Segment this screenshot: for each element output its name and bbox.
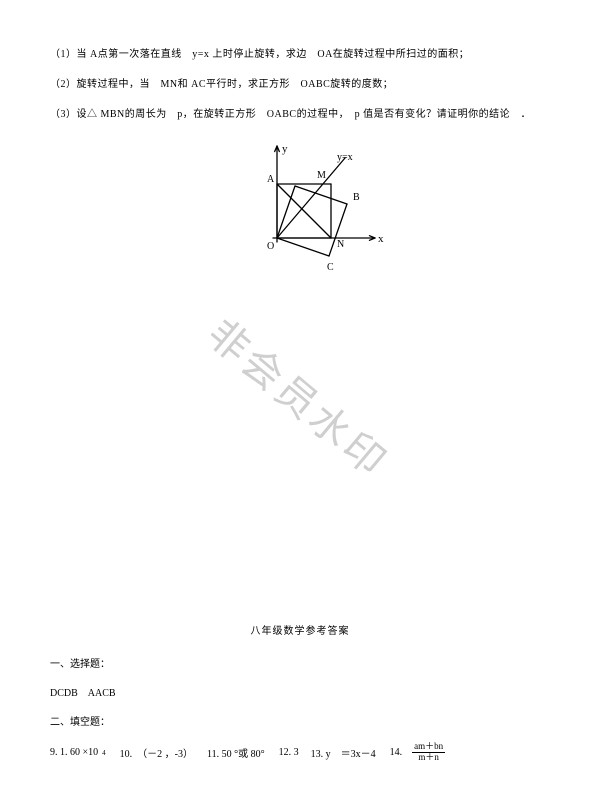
svg-text:O: O <box>267 241 274 252</box>
choice-answers: DCDB AACB <box>50 684 550 699</box>
fill-9: 9. 1. 60 ×10 <box>50 747 98 758</box>
svg-text:y=x: y=x <box>337 152 353 163</box>
fill-14-label: 14. <box>390 747 403 758</box>
fill-answers-row: 9. 1. 60 ×10 4 10. （－2 ，-3） 11. 50 °或 80°… <box>50 742 550 763</box>
fill-12: 12. 3 <box>279 747 299 758</box>
question-1: （1）当 A点第一次落在直线 y=x 上时停止旋转，求边 OA在旋转过程中所扫过… <box>50 48 550 62</box>
svg-text:C: C <box>327 262 334 273</box>
question-2: （2）旋转过程中，当 MN和 AC平行时，求正方形 OABC旋转的度数； <box>50 78 550 92</box>
svg-text:A: A <box>267 174 275 185</box>
fill-10: 10. （－2 ，-3） <box>120 745 193 760</box>
answers-title: 八年级数学参考答案 <box>50 622 550 637</box>
svg-text:B: B <box>353 192 360 203</box>
fill-11: 11. 50 °或 80° <box>207 745 265 760</box>
svg-text:x: x <box>378 233 384 245</box>
svg-text:y: y <box>282 143 288 155</box>
svg-text:M: M <box>317 170 326 181</box>
question-3: （3）设△ MBN的周长为 p，在旋转正方形 OABC的过程中， p 值是否有变… <box>50 108 550 122</box>
section-choice-label: 一、选择题： <box>50 655 550 670</box>
fill-14-denominator: m＋n <box>416 753 441 763</box>
fill-14-fraction: am＋bn m＋n <box>412 742 445 763</box>
section-fill-label: 二、填空题： <box>50 713 550 728</box>
fill-13: 13. y ＝3x－4 <box>311 745 376 760</box>
geometry-figure: x y Oy=x A B C M N <box>50 138 550 293</box>
fill-9-sup: 4 <box>102 749 106 757</box>
svg-text:N: N <box>337 239 344 250</box>
answer-key: 八年级数学参考答案 一、选择题： DCDB AACB 二、填空题： 9. 1. … <box>50 622 550 763</box>
